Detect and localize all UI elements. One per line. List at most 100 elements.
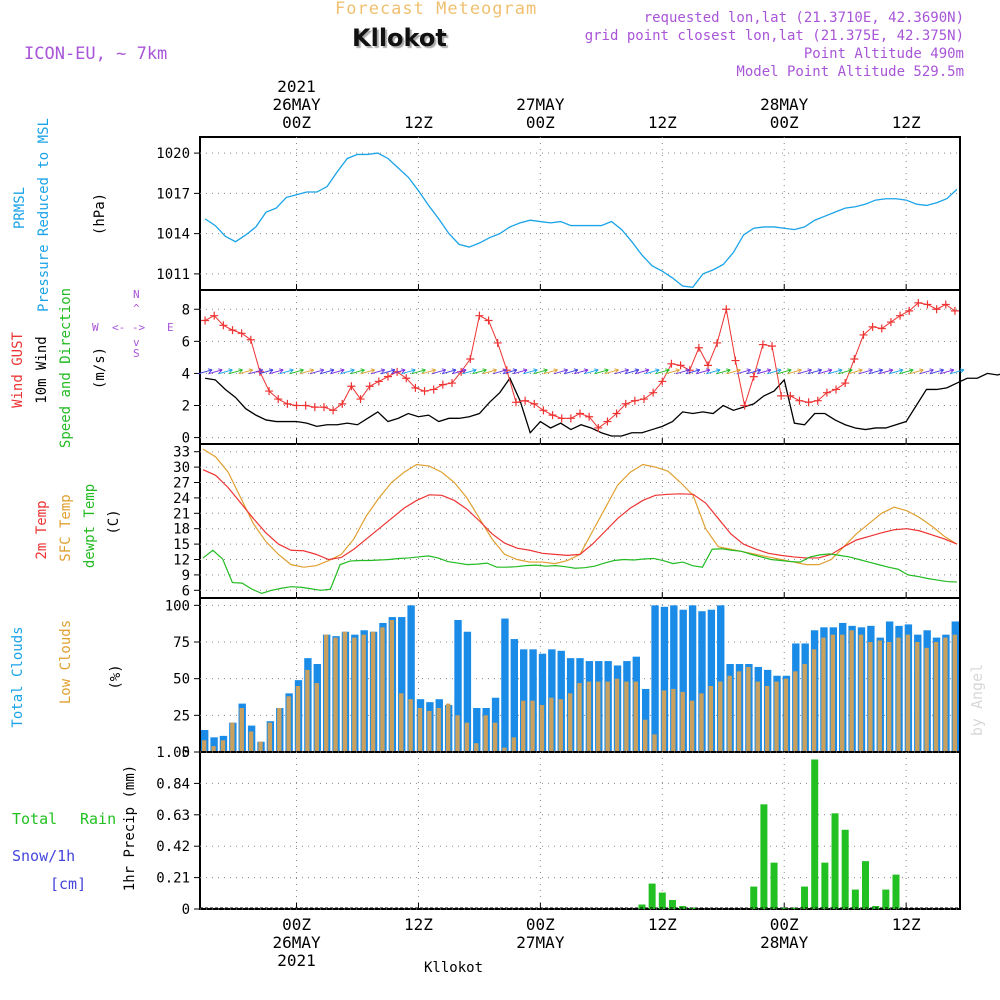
y-tick-label: 1017: [156, 186, 190, 202]
gust-marker: [347, 382, 356, 391]
wind-arrow-head: [218, 368, 223, 374]
rain-bar: [668, 900, 676, 909]
low-cloud-bar: [718, 681, 723, 752]
y-tick-label: 27: [173, 476, 190, 492]
wind-arrow-head: [594, 368, 599, 374]
compass-e: E: [167, 321, 174, 334]
y-tick-label: 1014: [156, 227, 190, 243]
wind-arrow-head: [726, 368, 731, 374]
bottom-hour-label: 12Z: [648, 915, 677, 934]
bottom-day-label: 27MAY: [516, 933, 565, 952]
wind-arrow-head: [898, 368, 904, 374]
wind-arrow: [817, 369, 833, 375]
total-cloud-bar: [717, 605, 725, 752]
gust-marker: [941, 300, 950, 309]
compass-arrows: <- ->: [112, 321, 145, 334]
gust-marker: [950, 306, 959, 315]
wind-arrow: [238, 369, 253, 375]
wind-arrow: [726, 369, 741, 375]
wind-arrow: [584, 369, 599, 375]
wind-arrow: [431, 369, 446, 375]
y-tick-label: 100: [165, 598, 190, 614]
low-cloud-bar: [886, 642, 892, 752]
y-tick-label: 9: [182, 568, 190, 584]
low-cloud-bar: [361, 634, 366, 752]
y-tick-label: 75: [173, 635, 190, 651]
gust-marker: [758, 340, 767, 349]
rain-bar: [750, 886, 758, 909]
low-cloud-bar: [220, 740, 226, 752]
wind-arrow: [370, 369, 385, 375]
low-cloud-bar: [502, 747, 507, 752]
wind-arrow-head: [827, 368, 833, 374]
wind-arrow: [197, 369, 213, 375]
wind-speed-line: [204, 372, 1000, 437]
total-cloud-bar: [501, 618, 509, 752]
gust-marker: [447, 379, 456, 388]
pressure-msl-label: Pressure Reduced to MSL: [36, 118, 52, 312]
low-cloud-bar: [868, 642, 873, 752]
total-cloud-bar: [688, 605, 697, 752]
wind-arrow-head: [644, 368, 650, 374]
low-cloud-bar: [802, 664, 807, 752]
wind-arrow-head: [309, 368, 315, 374]
rain-bar: [760, 804, 768, 909]
wind-arrow: [675, 369, 690, 375]
wind-arrow-head: [258, 368, 264, 374]
low-cloud-bar: [305, 669, 310, 752]
low-cloud-bar: [943, 637, 948, 752]
wind-arrow-head: [868, 368, 873, 374]
gust-marker: [731, 356, 740, 365]
model-label: ICON-EU, ~ 7km: [24, 44, 168, 64]
total-cloud-bar: [398, 617, 406, 752]
rain-bar: [801, 886, 809, 909]
wind-arrow: [563, 369, 578, 375]
wind-arrow: [838, 369, 853, 375]
gust-marker: [246, 335, 255, 344]
temp-unit: (C): [106, 509, 122, 534]
wind-arrow: [787, 369, 802, 375]
wind-arrow: [939, 369, 954, 375]
total-cloud-bar: [210, 737, 218, 752]
gust-marker: [640, 395, 649, 404]
wind-arrow: [553, 369, 568, 375]
wind-arrow-head: [858, 368, 863, 374]
wind-arrow: [543, 369, 558, 375]
low-cloud-bar: [905, 634, 911, 752]
bottom-year-label: 2021: [277, 951, 316, 970]
low-cloud-bar: [577, 683, 582, 752]
low-cloud-bar: [389, 620, 395, 752]
gust-marker: [694, 343, 703, 352]
y-tick-label: 30: [173, 460, 190, 476]
low-cloud-bar: [539, 705, 545, 752]
wind-arrow: [421, 369, 436, 375]
low-cloud-bar: [933, 642, 939, 752]
wind-arrow-head: [705, 368, 711, 374]
wind-arrow-head: [207, 368, 213, 374]
wind-arrow-head: [888, 368, 894, 374]
gust-marker: [383, 372, 392, 381]
wind-arrow: [228, 369, 243, 375]
wind-arrow: [380, 369, 396, 375]
wind-arrow: [645, 369, 660, 375]
wind-arrow: [604, 369, 619, 375]
low-cloud-bar: [840, 634, 845, 752]
gust-marker: [649, 388, 658, 397]
wind-arrow: [340, 369, 355, 375]
wind-arrow: [218, 369, 233, 375]
low-cloud-bar: [680, 691, 685, 752]
y-tick-label: 25: [173, 708, 190, 724]
wind-arrow-head: [268, 368, 274, 374]
wind-arrow: [949, 369, 965, 375]
y-tick-label: 33: [173, 445, 190, 461]
gust-marker: [722, 305, 731, 314]
wind-arrow-head: [756, 368, 762, 374]
y-tick-label: 24: [173, 491, 190, 507]
low-cloud-bar: [445, 703, 451, 752]
low-cloud-bar: [380, 627, 385, 752]
low-cloud-bar: [699, 693, 704, 752]
wind-arrow: [350, 369, 365, 375]
wind-arrow-head: [909, 368, 914, 374]
low-cloud-bar: [915, 642, 920, 752]
wind-arrow-head: [675, 368, 680, 374]
